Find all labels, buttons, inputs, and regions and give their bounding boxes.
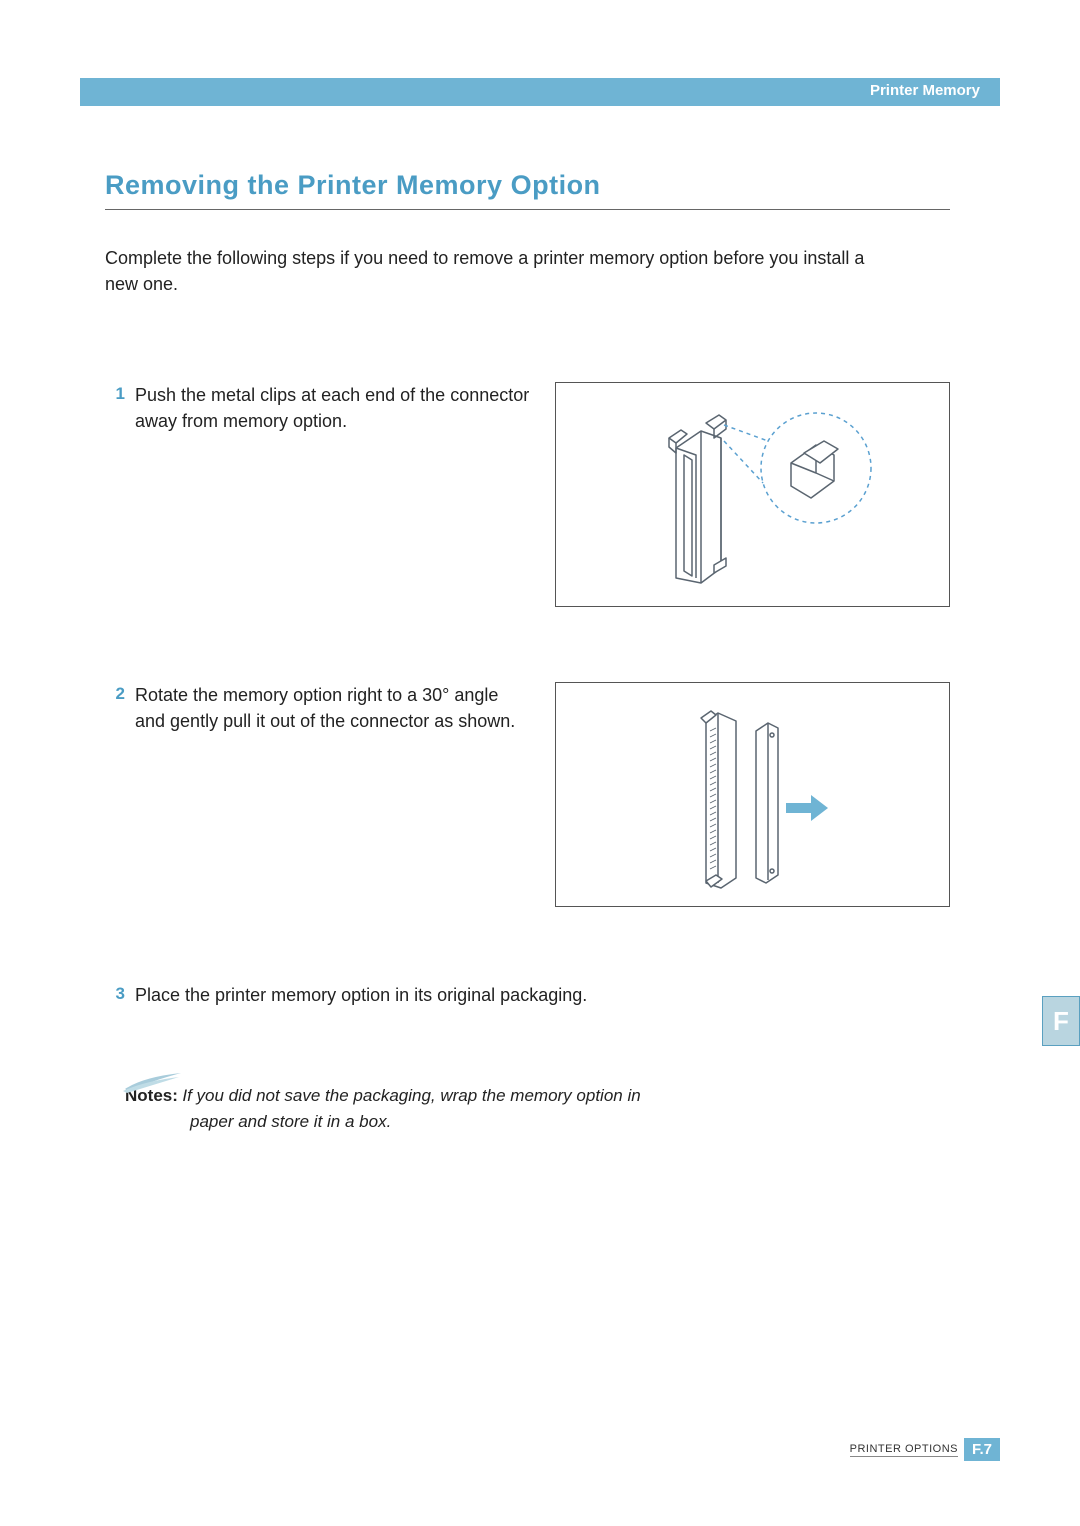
footer-page-number: F.7 — [964, 1438, 1000, 1461]
header-label: Printer Memory — [870, 82, 980, 99]
step-number: 3 — [105, 982, 135, 1004]
header-bar: Printer Memory — [80, 78, 1000, 106]
side-tab-letter: F — [1053, 1006, 1069, 1037]
page-footer: PRINTER OPTIONS F.7 — [850, 1438, 1000, 1461]
side-tab: F — [1042, 996, 1080, 1046]
step-1-figure — [555, 382, 950, 607]
step-2: 2 Rotate the memory option right to a 30… — [105, 682, 950, 907]
page-content: Removing the Printer Memory Option Compl… — [105, 170, 950, 1134]
notes-text-line1: If you did not save the packaging, wrap … — [182, 1086, 640, 1105]
step-text: Rotate the memory option right to a 30° … — [135, 682, 555, 734]
step-number: 1 — [105, 382, 135, 404]
section-title: Removing the Printer Memory Option — [105, 170, 950, 210]
notes-text-line2: paper and store it in a box. — [190, 1109, 950, 1135]
step-1: 1 Push the metal clips at each end of th… — [105, 382, 950, 607]
step-text: Place the printer memory option in its o… — [135, 982, 950, 1008]
notes-block: Notes: If you did not save the packaging… — [125, 1083, 950, 1134]
intro-text: Complete the following steps if you need… — [105, 245, 950, 297]
step-text: Push the metal clips at each end of the … — [135, 382, 555, 434]
step-3: 3 Place the printer memory option in its… — [105, 982, 950, 1008]
footer-section-label: PRINTER OPTIONS — [850, 1443, 958, 1457]
step-2-figure — [555, 682, 950, 907]
step-number: 2 — [105, 682, 135, 704]
swoosh-icon — [123, 1071, 183, 1093]
